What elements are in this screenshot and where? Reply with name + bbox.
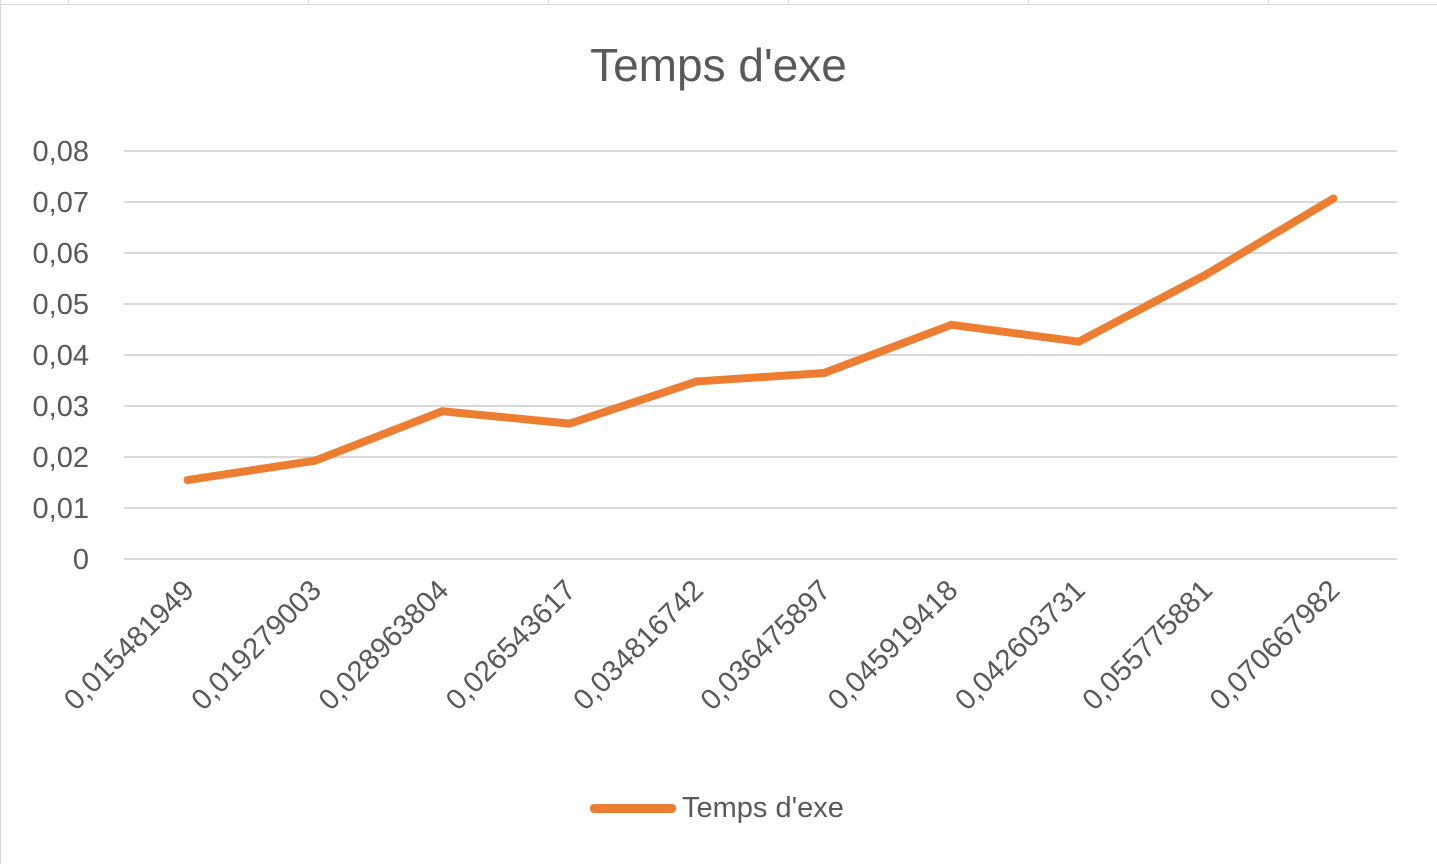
x-tick-label: 0,028963804 (313, 574, 455, 716)
column-divider (548, 0, 549, 4)
top-border (0, 0, 1437, 5)
series-line (183, 194, 1338, 485)
data-point (565, 419, 574, 428)
y-tick-label: 0,03 (33, 391, 89, 423)
y-tick-label: 0,07 (33, 187, 89, 219)
legend-label: Temps d'exe (682, 791, 844, 824)
y-tick-label: 0,05 (33, 289, 89, 321)
left-border (0, 0, 1, 864)
x-tick-label: 0,015481949 (58, 574, 200, 716)
y-tick-label: 0 (73, 544, 89, 576)
data-point (1329, 194, 1338, 203)
column-divider (1268, 0, 1269, 4)
column-divider (1028, 0, 1029, 4)
chart-title: Temps d'exe (590, 39, 847, 91)
data-point (820, 368, 829, 377)
data-point (183, 476, 192, 485)
data-point (947, 320, 956, 329)
x-tick-label: 0,026543617 (440, 574, 582, 716)
column-divider (68, 0, 69, 4)
data-point (692, 377, 701, 386)
x-tick-label: 0,034816742 (567, 574, 709, 716)
y-tick-label: 0,08 (33, 136, 89, 168)
x-tick-label: 0,036475897 (695, 574, 837, 716)
data-point (310, 456, 319, 465)
data-point (1074, 337, 1083, 346)
legend-swatch (590, 803, 676, 813)
column-divider (788, 0, 789, 4)
x-tick-label: 0,042603731 (949, 574, 1091, 716)
x-tick-label: 0,070667982 (1204, 574, 1346, 716)
y-tick-label: 0,06 (33, 238, 89, 270)
y-tick-label: 0,02 (33, 442, 89, 474)
data-point (438, 407, 447, 416)
y-tick-label: 0,04 (33, 340, 89, 372)
legend: Temps d'exe (590, 788, 844, 828)
data-point (1202, 270, 1211, 279)
x-tick-label: 0,019279003 (186, 574, 328, 716)
x-tick-label: 0,055775881 (1077, 574, 1219, 716)
y-tick-label: 0,01 (33, 493, 89, 525)
x-tick-label: 0,045919418 (822, 574, 964, 716)
column-divider (308, 0, 309, 4)
